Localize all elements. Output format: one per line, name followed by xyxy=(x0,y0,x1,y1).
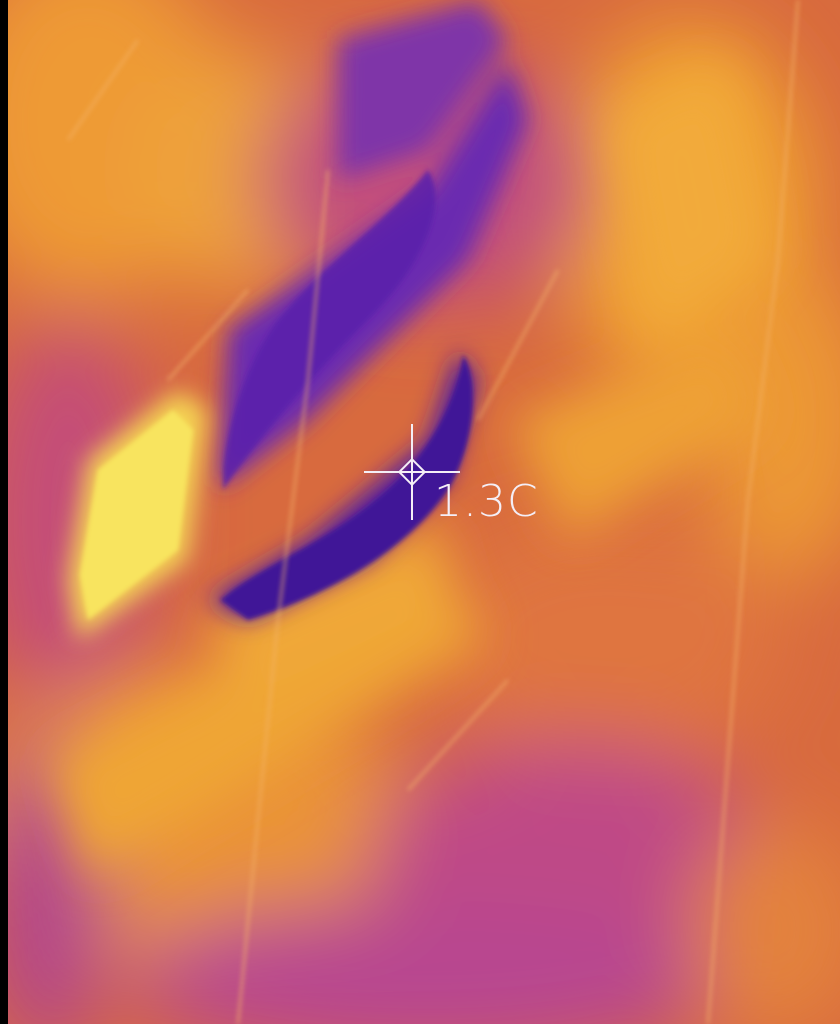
crosshair-vertical-line xyxy=(411,424,413,520)
thermal-image xyxy=(8,0,840,1024)
thermal-heatmap xyxy=(8,0,840,1024)
temperature-readout: 1.3C xyxy=(434,476,539,527)
frame-border xyxy=(0,0,8,1024)
